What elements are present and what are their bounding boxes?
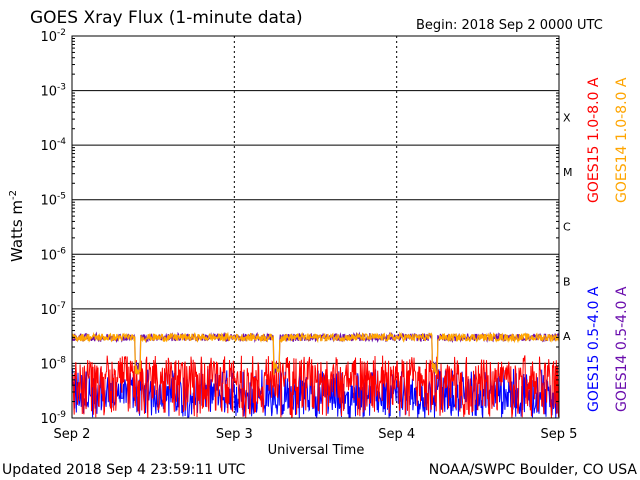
legend: GOES15 1.0-8.0 A GOES14 1.0-8.0 A GOES15 0… [586, 77, 630, 412]
y-tick-label: 10-8 [40, 355, 66, 372]
flare-class-label: A [563, 330, 571, 343]
y-tick-label: 10-9 [40, 410, 66, 427]
y-tick-label: 10-6 [40, 246, 66, 263]
y-axis-label: Watts m-2 [8, 190, 26, 262]
begin-label: Begin: 2018 Sep 2 0000 UTC [416, 18, 603, 33]
x-tick-label: Sep 2 [54, 427, 91, 442]
chart-title: GOES Xray Flux (1-minute data) [30, 8, 303, 28]
series-traces [72, 331, 559, 418]
x-tick-label: Sep 5 [541, 427, 578, 442]
flare-class-label: M [563, 166, 573, 179]
y-tick-label: 10-3 [40, 83, 66, 100]
legend-entry: GOES14 0.5-4.0 A [614, 286, 630, 412]
y-tick-label: 10-2 [40, 28, 66, 45]
y-tick-label: 10-4 [40, 137, 66, 154]
plot-frame [71, 35, 560, 419]
legend-entry: GOES14 1.0-8.0 A [614, 77, 630, 203]
x-tick-label: Sep 3 [216, 427, 253, 442]
updated-timestamp: Updated 2018 Sep 4 23:59:11 UTC [2, 462, 246, 478]
x-tick-label: Sep 4 [378, 427, 415, 442]
legend-entry: GOES15 1.0-8.0 A [586, 77, 602, 203]
y-tick-label: 10-5 [40, 192, 66, 209]
grid [72, 36, 559, 418]
series-line [72, 331, 559, 376]
flare-class-label: C [563, 221, 571, 234]
flare-class-label: B [563, 275, 571, 288]
x-axis-label: Universal Time [268, 443, 365, 458]
legend-entry: GOES15 0.5-4.0 A [586, 286, 602, 412]
series-line [72, 355, 559, 418]
flare-class-label: X [563, 112, 571, 125]
credit-label: NOAA/SWPC Boulder, CO USA [429, 462, 638, 478]
y-tick-label: 10-7 [40, 301, 66, 318]
